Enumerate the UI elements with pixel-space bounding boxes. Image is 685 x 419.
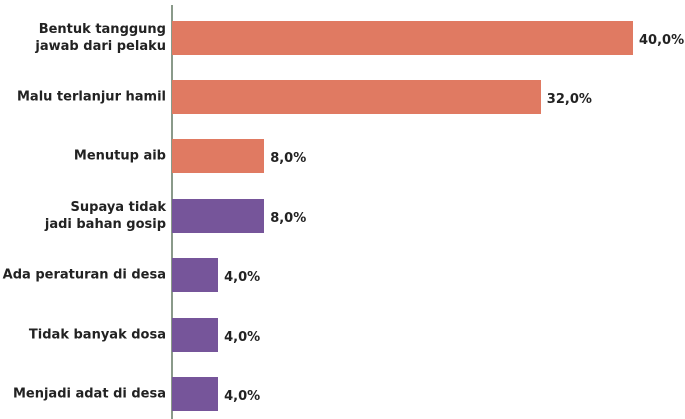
value-label: 8,0% (270, 210, 307, 226)
bar (172, 20, 633, 55)
bar (172, 198, 265, 233)
bar (172, 376, 219, 411)
bar (172, 139, 265, 174)
bar (172, 317, 219, 352)
category-label: Tidak banyak dosa (28, 327, 166, 342)
value-label: 40,0% (639, 32, 685, 48)
category-label: Menutup aib (73, 148, 166, 164)
category-label: Bentuk tanggung jawab dari pelaku (35, 21, 166, 54)
bar (172, 258, 219, 293)
value-label: 4,0% (224, 329, 261, 345)
value-label: 32,0% (546, 91, 592, 107)
category-label: Malu terlanjur hamil (16, 89, 166, 105)
value-label: 4,0% (224, 270, 261, 286)
category-label: Menjadi adat di desa (12, 386, 166, 402)
category-label: Supaya tidak jadi bahan gosip (44, 199, 166, 232)
value-label: 8,0% (270, 151, 307, 167)
axis-line (171, 5, 173, 419)
bar (172, 79, 541, 114)
value-label: 4,0% (224, 388, 261, 404)
category-label: Ada peraturan di desa (2, 267, 166, 283)
